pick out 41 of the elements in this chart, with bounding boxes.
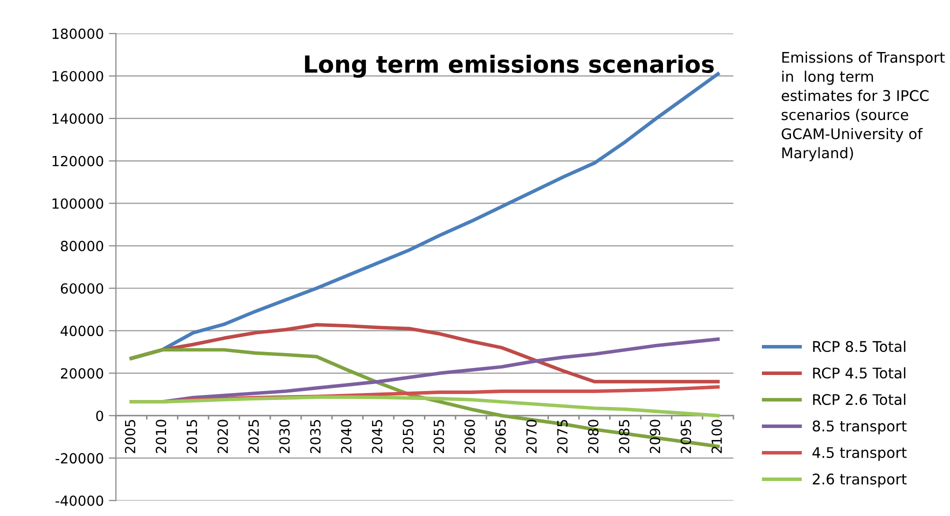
y-tick-label: 0 [96,410,104,422]
x-tick-label: 2075 [557,420,568,454]
x-tick-label: 2090 [650,420,660,454]
legend-label: 8.5 transport [812,420,907,434]
x-tick-label: 2050 [402,420,414,454]
y-tick-label: 20000 [60,368,104,379]
legend-label: RCP 4.5 Total [813,367,906,379]
x-tick-label: 2020 [217,420,228,454]
x-tick-label: 2060 [464,420,475,454]
x-tick-label: 2040 [340,420,352,454]
x-tick-label: 2080 [588,420,598,454]
x-tick-label: 2070 [526,420,537,454]
y-tick-label: 180000 [52,28,104,40]
legend-label: 2.6 transport [812,474,907,488]
text: Emissions of Transport in long term estimates for 3 IPCC scenarios (source GCAM-University of Maryland) [782,52,945,162]
text: Long term emissions scenarios [305,54,714,78]
y-tick-label: 40000 [60,326,104,336]
y-tick-label: -20000 [56,453,104,464]
x-tick-label: 2055 [434,420,444,454]
legend-label: 4.5 transport [812,447,907,461]
x-tick-label: 2045 [372,420,382,454]
x-tick-label: 2095 [680,420,692,454]
x-tick-label: 2100 [711,420,722,454]
y-tick-label: 140000 [52,113,104,124]
x-tick-label: 2085 [618,420,630,454]
y-tick-label: 100000 [52,198,104,209]
y-tick-label: 60000 [60,283,104,294]
legend-label: RCP 2.6 Total [813,394,906,406]
y-tick-label: -40000 [56,495,104,506]
x-tick-label: 2010 [156,420,166,454]
line-series [130,395,720,418]
x-tick-label: 2030 [279,420,290,454]
x-tick-label: 2035 [310,420,321,454]
y-tick-label: 160000 [52,70,104,82]
x-tick-label: 2015 [186,420,198,454]
legend-label: RCP 8.5 Total [813,340,906,352]
y-tick-label: 80000 [60,240,104,252]
y-tick-label: 120000 [52,156,104,166]
x-tick-label: 2065 [495,420,506,454]
x-tick-label: 2025 [248,420,259,454]
x-tick-label: 2005 [124,420,136,454]
